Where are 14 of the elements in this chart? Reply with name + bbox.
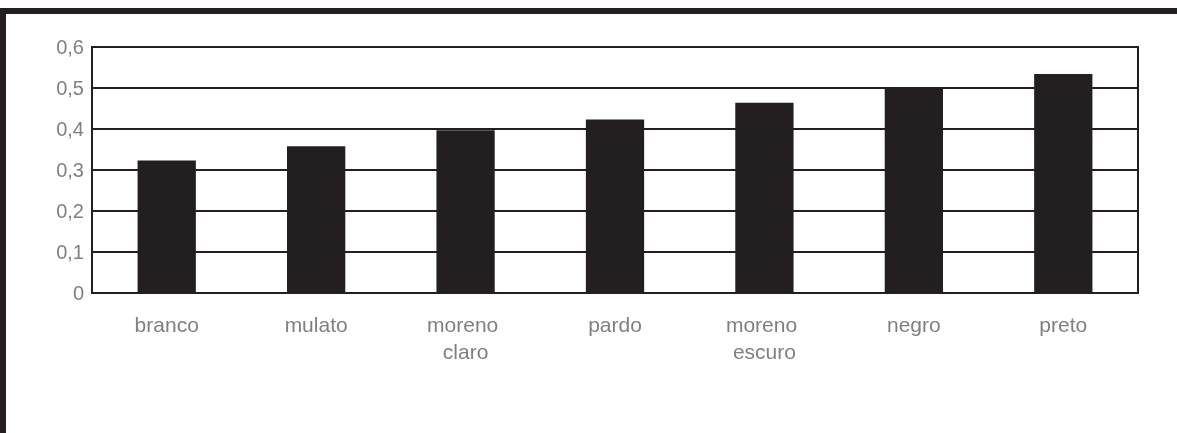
y-tick-label: 0	[72, 282, 84, 304]
y-tick-label: 0,2	[56, 200, 84, 222]
x-tick-label: pardo	[588, 313, 642, 336]
x-tick-label: branco	[134, 313, 199, 336]
x-tick-label: preto	[1039, 313, 1088, 336]
x-tick-label: mulato	[284, 313, 348, 336]
y-tick-label: 0,6	[56, 36, 84, 58]
x-tick-label: moreno claro	[427, 313, 505, 363]
x-tick-label: moreno escuro	[725, 313, 803, 363]
y-tick-label: 0,4	[56, 118, 84, 140]
x-tick-label: negro	[887, 313, 941, 336]
y-tick-label: 0,3	[56, 159, 84, 181]
y-tick-label: 0,1	[56, 241, 84, 263]
y-tick-label: 0,5	[56, 77, 84, 99]
